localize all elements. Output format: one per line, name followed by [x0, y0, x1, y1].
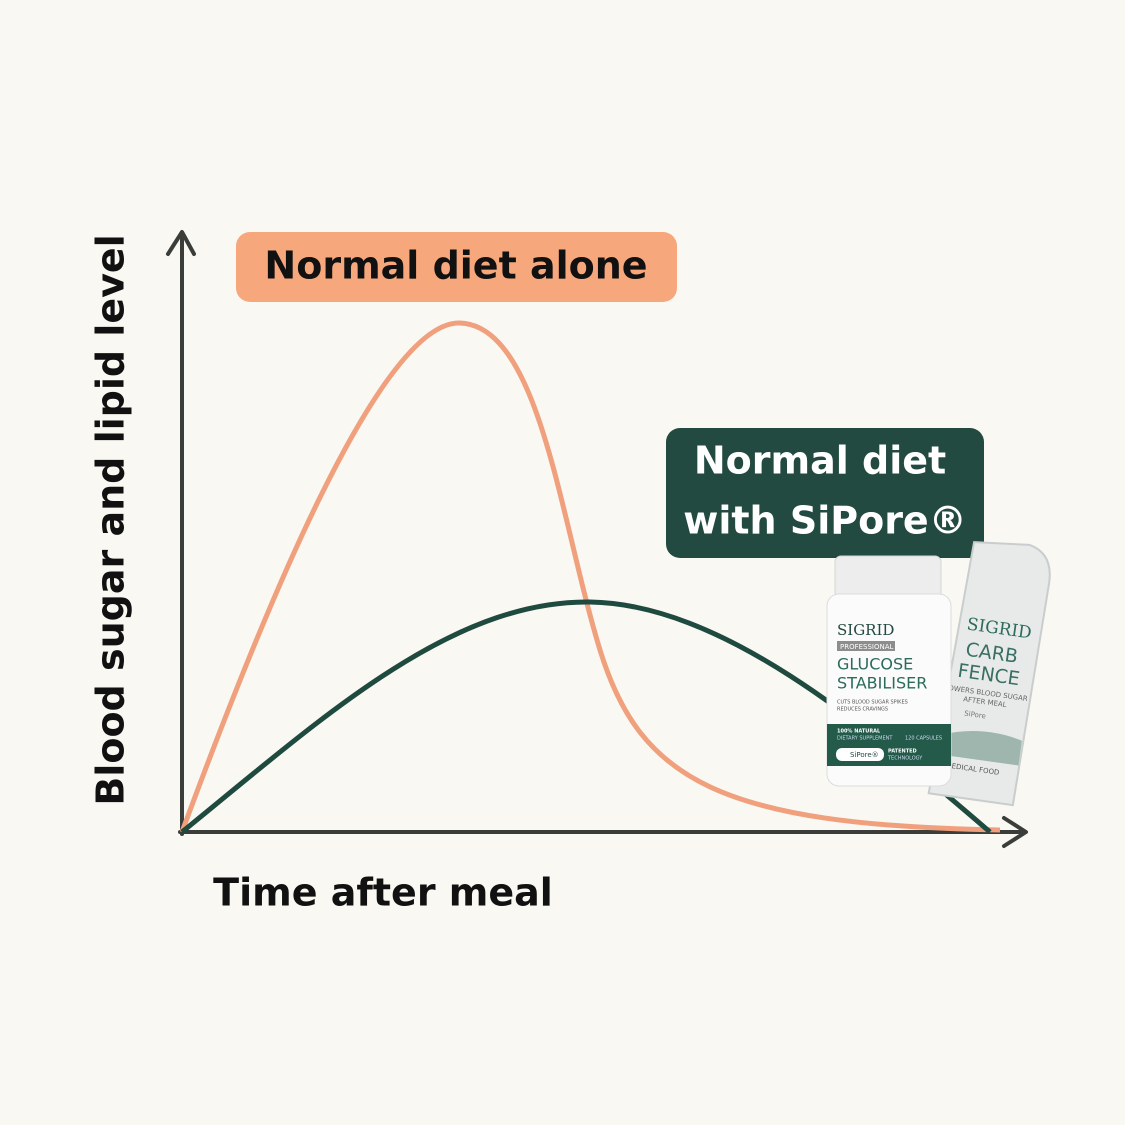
bottle-tech-pill — [836, 748, 884, 761]
bottle-claim: CUTS BLOOD SUGAR SPIKES — [837, 700, 908, 706]
x-axis-label: Time after meal — [213, 871, 553, 915]
bottle-patent: PATENTED — [888, 749, 917, 755]
bottle-line-box — [837, 641, 895, 651]
bottle-name: GLUCOSE — [837, 655, 913, 674]
sachet: SIGRID CARB FENCE LOWERS BLOOD SUGAR AFT… — [927, 541, 1051, 807]
bottle-tech: SiPore® — [850, 751, 879, 759]
bottle-kind: DIETARY SUPPLEMENT — [837, 736, 893, 742]
bottle-name: STABILISER — [837, 674, 927, 693]
sachet-tech: SiPore — [964, 709, 987, 720]
bottle-claim: REDUCES CRAVINGS — [837, 707, 888, 713]
y-axis-label: Blood sugar and lipid level — [89, 234, 133, 805]
bottle-brand: SIGRID — [837, 621, 894, 639]
bottle-cap — [834, 555, 942, 599]
y-axis — [166, 230, 196, 836]
sipore-label-box — [666, 428, 984, 558]
normal-label: Normal diet alone — [264, 244, 647, 288]
sachet-wave — [939, 731, 1022, 766]
axes — [166, 230, 1028, 848]
bottle-patent: TECHNOLOGY — [887, 756, 923, 762]
bottle-count: 120 CAPSULES — [905, 736, 942, 742]
bottle-line: PROFESSIONAL — [840, 643, 894, 651]
sipore-label: with SiPore® — [683, 499, 966, 543]
bottle: SIGRID PROFESSIONAL GLUCOSE STABILISER C… — [826, 555, 952, 787]
normal-label-box — [236, 232, 677, 302]
sipore-label: Normal diet — [694, 439, 946, 483]
x-axis — [178, 816, 1028, 848]
normal-curve — [179, 320, 1001, 833]
bottle-natural: 100% NATURAL — [837, 729, 881, 735]
